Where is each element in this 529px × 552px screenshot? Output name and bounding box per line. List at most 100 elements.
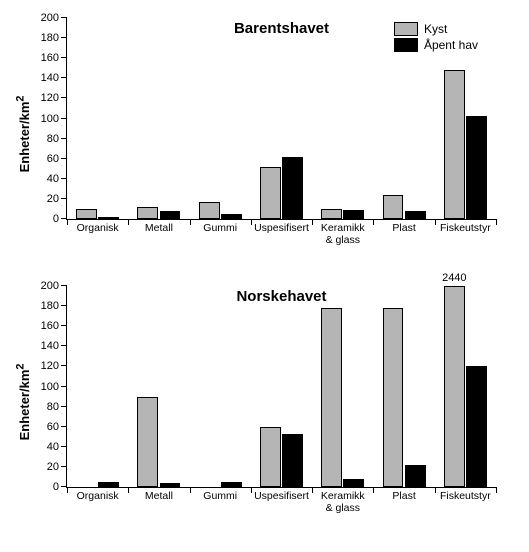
bar-apent-hav bbox=[405, 465, 426, 487]
y-tick-label: 160 bbox=[41, 320, 59, 332]
y-tick-label: 60 bbox=[47, 421, 59, 433]
x-tick bbox=[435, 219, 436, 225]
y-tick bbox=[61, 118, 67, 119]
y-tick-label: 120 bbox=[41, 92, 59, 104]
y-tick-label: 180 bbox=[41, 32, 59, 44]
y-tick-label: 0 bbox=[53, 481, 59, 493]
x-tick bbox=[128, 219, 129, 225]
bar-kyst bbox=[76, 209, 97, 219]
y-tick-label: 180 bbox=[41, 300, 59, 312]
bar-apent-hav bbox=[221, 214, 242, 219]
legend: Kyst Åpent hav bbox=[394, 22, 478, 54]
y-tick-label: 80 bbox=[47, 133, 59, 145]
bar-apent-hav bbox=[466, 366, 487, 487]
x-tick bbox=[128, 487, 129, 493]
legend-swatch bbox=[394, 22, 418, 36]
y-tick bbox=[61, 97, 67, 98]
x-axis-label: Keramikk& glass bbox=[315, 223, 371, 246]
y-tick bbox=[61, 365, 67, 366]
y-tick bbox=[61, 138, 67, 139]
y-tick-label: 100 bbox=[41, 381, 59, 393]
bar-apent-hav bbox=[343, 210, 364, 219]
bar-kyst bbox=[444, 286, 465, 487]
y-tick bbox=[61, 386, 67, 387]
bar-kyst bbox=[444, 70, 465, 219]
y-tick-label: 160 bbox=[41, 52, 59, 64]
y-axis-label: Enheter/km2 bbox=[15, 96, 32, 173]
x-axis-label: Plast bbox=[392, 223, 415, 235]
bar-apent-hav bbox=[98, 482, 119, 487]
y-tick-label: 200 bbox=[41, 280, 59, 292]
x-tick bbox=[496, 487, 497, 493]
x-tick bbox=[312, 487, 313, 493]
plot-area: Norskehavet020406080100120140160180200Or… bbox=[66, 286, 496, 488]
bar-apent-hav bbox=[160, 483, 181, 487]
x-axis-label: Gummi bbox=[203, 491, 237, 503]
bar-apent-hav bbox=[343, 479, 364, 487]
y-tick-label: 120 bbox=[41, 360, 59, 372]
bar-kyst bbox=[321, 308, 342, 487]
y-tick bbox=[61, 37, 67, 38]
x-tick bbox=[190, 487, 191, 493]
bar-apent-hav bbox=[160, 211, 181, 219]
y-tick bbox=[61, 57, 67, 58]
chart-panel: Enheter/km2 Norskehavet020406080100120140… bbox=[6, 276, 506, 528]
bar-kyst bbox=[260, 427, 281, 487]
x-axis-label: Plast bbox=[392, 491, 415, 503]
x-axis-label: Organisk bbox=[77, 491, 119, 503]
x-axis-label: Gummi bbox=[203, 223, 237, 235]
x-axis-label: Organisk bbox=[77, 223, 119, 235]
y-tick bbox=[61, 158, 67, 159]
x-tick bbox=[373, 219, 374, 225]
bar-annotation: 2440 bbox=[442, 272, 466, 284]
x-tick bbox=[190, 219, 191, 225]
y-tick bbox=[61, 345, 67, 346]
legend-item: Åpent hav bbox=[394, 38, 478, 52]
y-axis-label: Enheter/km2 bbox=[15, 364, 32, 441]
chart-title: Norskehavet bbox=[67, 288, 496, 305]
legend-label: Kyst bbox=[424, 22, 447, 36]
x-axis-label: Uspesifisert bbox=[254, 491, 309, 503]
bar-kyst bbox=[199, 202, 220, 219]
y-tick bbox=[61, 406, 67, 407]
bar-kyst bbox=[137, 207, 158, 219]
bar-kyst bbox=[383, 195, 404, 219]
y-tick-label: 20 bbox=[47, 193, 59, 205]
y-tick bbox=[61, 198, 67, 199]
y-tick-label: 0 bbox=[53, 213, 59, 225]
bar-apent-hav bbox=[282, 434, 303, 487]
x-tick bbox=[251, 219, 252, 225]
y-tick-label: 80 bbox=[47, 401, 59, 413]
legend-item: Kyst bbox=[394, 22, 478, 36]
y-tick bbox=[61, 325, 67, 326]
x-axis-label: Metall bbox=[145, 223, 173, 235]
bar-apent-hav bbox=[98, 217, 119, 219]
bar-apent-hav bbox=[282, 157, 303, 219]
bar-apent-hav bbox=[405, 211, 426, 219]
y-tick bbox=[61, 285, 67, 286]
x-axis-label: Metall bbox=[145, 491, 173, 503]
y-tick-label: 200 bbox=[41, 12, 59, 24]
x-tick bbox=[67, 487, 68, 493]
y-tick bbox=[61, 77, 67, 78]
y-tick-label: 60 bbox=[47, 153, 59, 165]
plot-area: BarentshavetKystÅpent hav020406080100120… bbox=[66, 18, 496, 220]
y-tick bbox=[61, 178, 67, 179]
y-tick bbox=[61, 466, 67, 467]
x-axis-label: Fiskeutstyr bbox=[440, 491, 491, 503]
bar-kyst bbox=[137, 397, 158, 487]
y-tick-label: 140 bbox=[41, 72, 59, 84]
y-tick-label: 20 bbox=[47, 461, 59, 473]
x-axis-label: Uspesifisert bbox=[254, 223, 309, 235]
bar-kyst bbox=[383, 308, 404, 487]
y-tick bbox=[61, 305, 67, 306]
bar-kyst bbox=[321, 209, 342, 219]
legend-label: Åpent hav bbox=[424, 38, 478, 52]
bar-apent-hav bbox=[221, 482, 242, 487]
bar-kyst bbox=[260, 167, 281, 219]
legend-swatch bbox=[394, 38, 418, 52]
y-tick-label: 100 bbox=[41, 113, 59, 125]
y-tick bbox=[61, 17, 67, 18]
y-tick-label: 40 bbox=[47, 441, 59, 453]
y-tick-label: 40 bbox=[47, 173, 59, 185]
